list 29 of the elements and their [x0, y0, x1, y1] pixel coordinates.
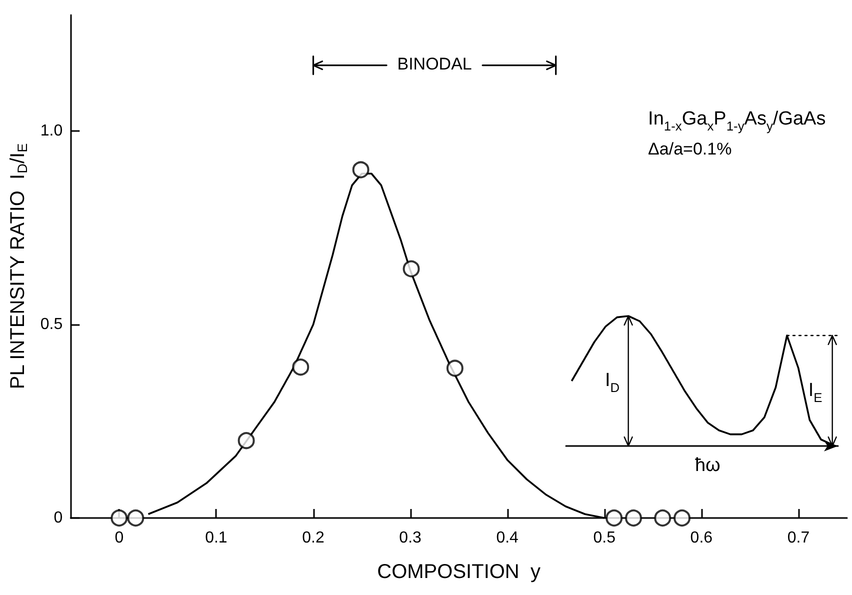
x-tick-label: 0.4 [496, 530, 519, 546]
y-tick-label: 1.0 [40, 122, 63, 140]
x-tick-label: 0.5 [593, 530, 616, 546]
annotation: ħω [694, 455, 721, 476]
point [625, 510, 642, 526]
x-tick-label: 0.3 [399, 530, 422, 546]
point [674, 510, 691, 526]
annotation: I$_{D}$ [605, 370, 620, 395]
x-tick-label: 0.2 [302, 530, 324, 546]
annotation: BINODAL [397, 54, 472, 74]
y-axis-title: PL INTENSITY RATIO ID/IE [7, 143, 30, 390]
x-tick-label: 0.6 [690, 530, 713, 546]
point [654, 510, 672, 526]
annotation: I$_{E}$ [808, 380, 823, 405]
text: In$_{1-x}$Ga$_{x}$P$_{1-y}$As$_{y}$/GaAs [648, 108, 826, 134]
point [446, 360, 464, 377]
x-tick-label: 0.7 [787, 530, 810, 546]
point [127, 510, 144, 526]
x-tick-label: 0 [114, 530, 124, 546]
point [402, 260, 420, 278]
y-tick-label: 0 [54, 510, 63, 526]
y-tick-label: 0.5 [40, 316, 63, 334]
point [238, 432, 255, 450]
x-axis-title: COMPOSITION y [377, 561, 540, 583]
point [292, 358, 310, 376]
point [352, 161, 370, 178]
annotation: Δa/a=0.1% [648, 140, 732, 159]
x-tick-label: 0.1 [205, 530, 228, 546]
point [110, 510, 128, 526]
